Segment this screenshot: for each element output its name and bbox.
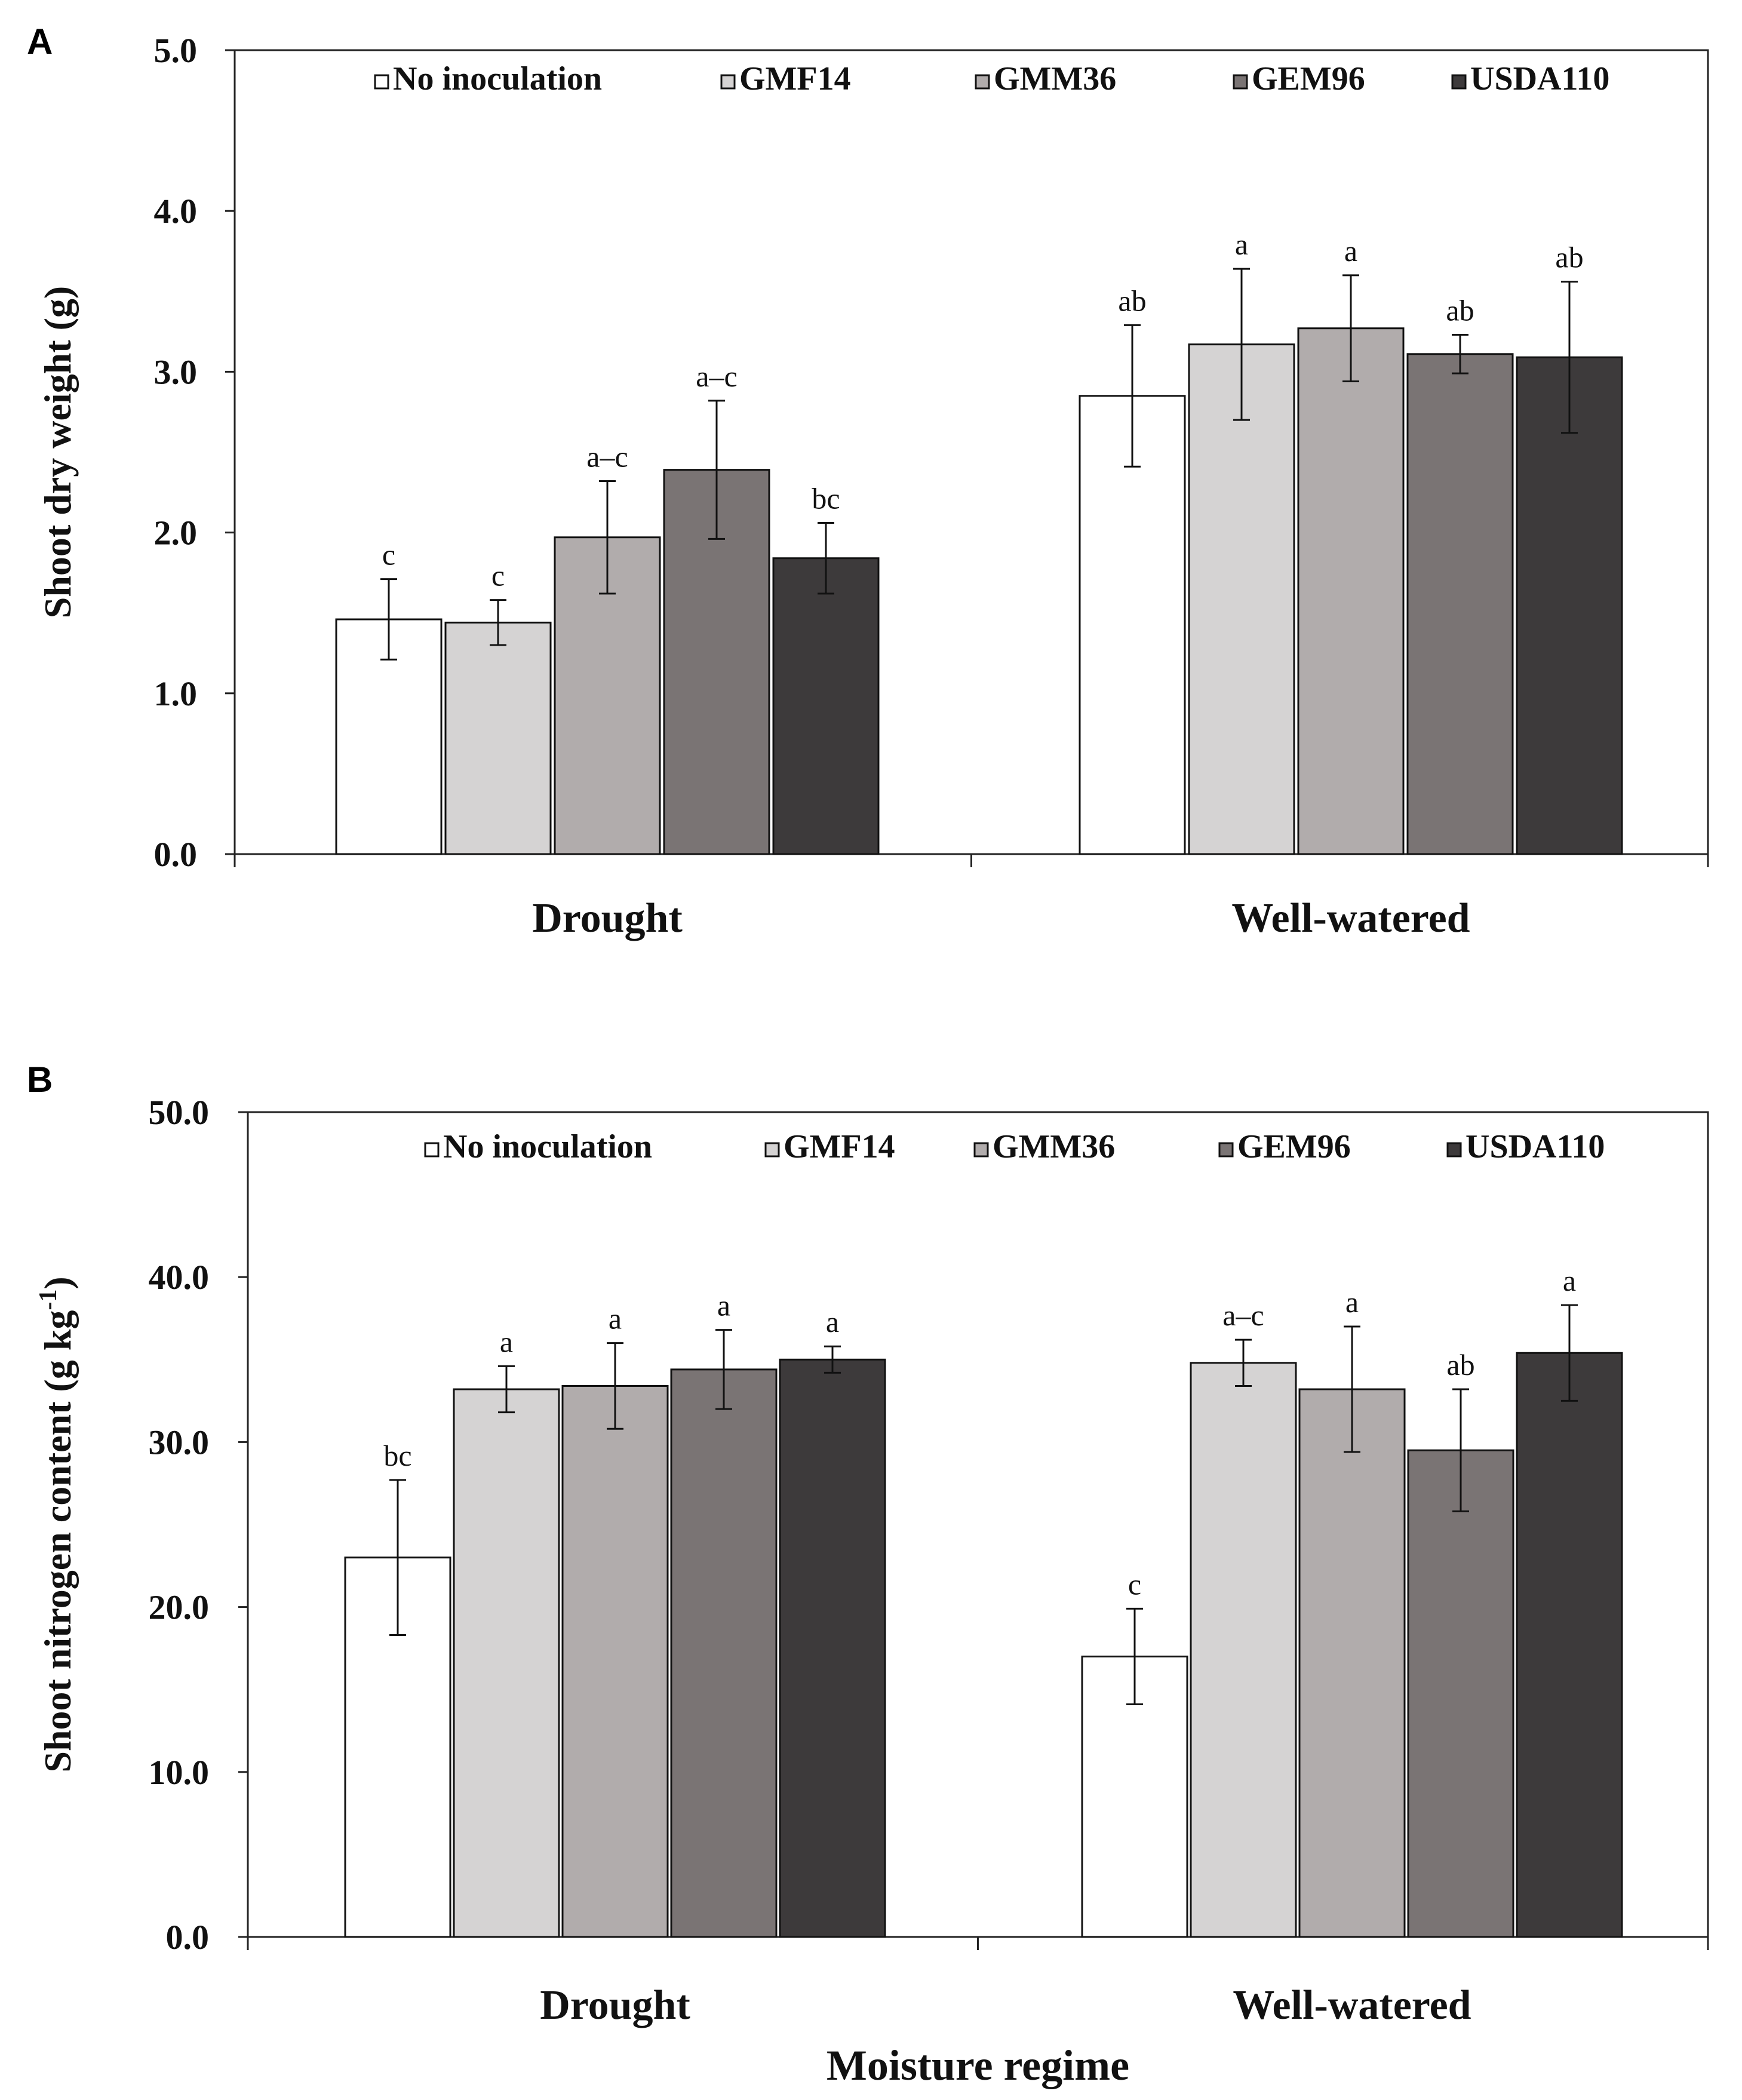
significance-letter: a — [500, 1325, 513, 1358]
y-tick-label: 30.0 — [149, 1423, 210, 1462]
y-tick-label: 4.0 — [154, 192, 198, 231]
bar-gmm36-well-watered — [1297, 327, 1405, 855]
significance-letter: a — [1345, 1285, 1359, 1319]
bar-gmm36-well-watered — [1298, 1388, 1406, 1938]
legend-label-usda110: USDA110 — [1470, 60, 1609, 97]
significance-letter: a–c — [586, 440, 628, 473]
bar-gem96-well-watered — [1407, 1449, 1514, 1938]
panel-a: A 0.0 1.0 2.0 3.0 4.0 5.0 c c a–c a–c bc Drought ab a a… — [27, 22, 1709, 941]
significance-letter: ab — [1446, 1348, 1474, 1381]
significance-letter: a–c — [1222, 1298, 1264, 1332]
y-axis-label-text: Shoot dry weight (g) — [36, 286, 79, 618]
bar-gmf14-drought — [444, 621, 552, 855]
legend-swatch-gmm36 — [975, 74, 990, 90]
significance-letter: c — [1128, 1567, 1141, 1601]
legend-label-gmf14: GMF14 — [784, 1128, 895, 1165]
significance-letter: ab — [1118, 284, 1146, 317]
bar-usda110-drought — [779, 1358, 886, 1938]
significance-letter: a — [1563, 1264, 1576, 1297]
legend-swatch-gmm36 — [973, 1142, 989, 1158]
y-tick-label: 0.0 — [166, 1918, 210, 1957]
bar-gmf14-drought — [453, 1388, 560, 1938]
y-tick-label: 2.0 — [154, 514, 198, 552]
y-tick-label: 1.0 — [154, 674, 198, 713]
legend-swatch-gem96 — [1233, 74, 1248, 90]
legend-swatch-no-inoculation — [424, 1142, 440, 1158]
y-axis-label: Shoot nitrogen content (g kg-1) — [35, 1276, 79, 1772]
significance-letter: a — [717, 1289, 730, 1322]
y-axis-label-superscript: -1 — [35, 1290, 62, 1310]
x-category-label-well-watered: Well-watered — [1231, 895, 1470, 941]
legend-swatch-usda110 — [1451, 74, 1467, 90]
legend-label-gem96: GEM96 — [1237, 1128, 1351, 1165]
x-axis-label: Moisture regime — [827, 2041, 1129, 2089]
legend-swatch-gem96 — [1218, 1142, 1234, 1158]
significance-letter: a–c — [696, 360, 737, 393]
y-tick-label: 40.0 — [149, 1258, 210, 1297]
bar-gmf14-well-watered — [1190, 1362, 1297, 1938]
x-category-label-drought: Drought — [540, 1982, 690, 2028]
panel-b: B 0.0 10.0 20.0 30.0 40.0 50.0 bc a a a a Drought c a–… — [27, 1060, 1709, 2089]
bar-usda110-drought — [772, 557, 880, 855]
y-tick-label: 5.0 — [154, 31, 198, 70]
legend-label-gmm36: GMM36 — [994, 60, 1116, 97]
bar-gmf14-well-watered — [1188, 343, 1295, 855]
panel-letter: B — [27, 1060, 53, 1100]
y-tick-label: 50.0 — [149, 1093, 210, 1132]
significance-letter: a — [1235, 228, 1248, 261]
significance-letter: a — [609, 1302, 622, 1335]
legend-label-no-inoculation: No inoculation — [393, 60, 602, 97]
y-tick-label: 10.0 — [149, 1753, 210, 1792]
significance-letter: c — [382, 538, 395, 572]
legend-swatch-no-inoculation — [374, 74, 389, 90]
y-axis-label-text: Shoot nitrogen content (g kg — [36, 1310, 79, 1773]
y-tick-label: 20.0 — [149, 1588, 210, 1627]
significance-letter: ab — [1555, 241, 1583, 274]
bar-no-inoculation-well-watered — [1079, 395, 1186, 855]
y-axis-label: Shoot dry weight (g) — [36, 286, 79, 618]
y-tick-label: 3.0 — [154, 352, 198, 391]
legend-label-gmf14: GMF14 — [739, 60, 851, 97]
panel-letter: A — [27, 22, 53, 62]
legend-swatch-usda110 — [1446, 1142, 1462, 1158]
legend-label-gmm36: GMM36 — [993, 1128, 1115, 1165]
significance-letter: a — [1344, 234, 1357, 268]
bar-usda110-well-watered — [1516, 356, 1623, 855]
legend-swatch-gmf14 — [720, 74, 736, 90]
y-axis-label-suffix: ) — [36, 1276, 79, 1289]
bar-usda110-well-watered — [1516, 1352, 1623, 1938]
bar-gmm36-drought — [561, 1384, 669, 1938]
legend-label-no-inoculation: No inoculation — [443, 1128, 652, 1165]
x-category-label-drought: Drought — [532, 895, 683, 941]
legend-swatch-gmf14 — [764, 1142, 780, 1158]
x-category-label-well-watered: Well-watered — [1233, 1982, 1471, 2028]
y-tick-label: 0.0 — [154, 835, 198, 874]
significance-letter: c — [491, 559, 505, 592]
significance-letter: bc — [383, 1439, 411, 1472]
significance-letter: bc — [812, 481, 840, 515]
bar-gem96-drought — [670, 1368, 778, 1938]
significance-letter: ab — [1446, 293, 1474, 327]
legend-label-usda110: USDA110 — [1466, 1128, 1605, 1165]
bar-gem96-well-watered — [1406, 353, 1514, 855]
legend-label-gem96: GEM96 — [1252, 60, 1365, 97]
significance-letter: a — [826, 1305, 839, 1338]
